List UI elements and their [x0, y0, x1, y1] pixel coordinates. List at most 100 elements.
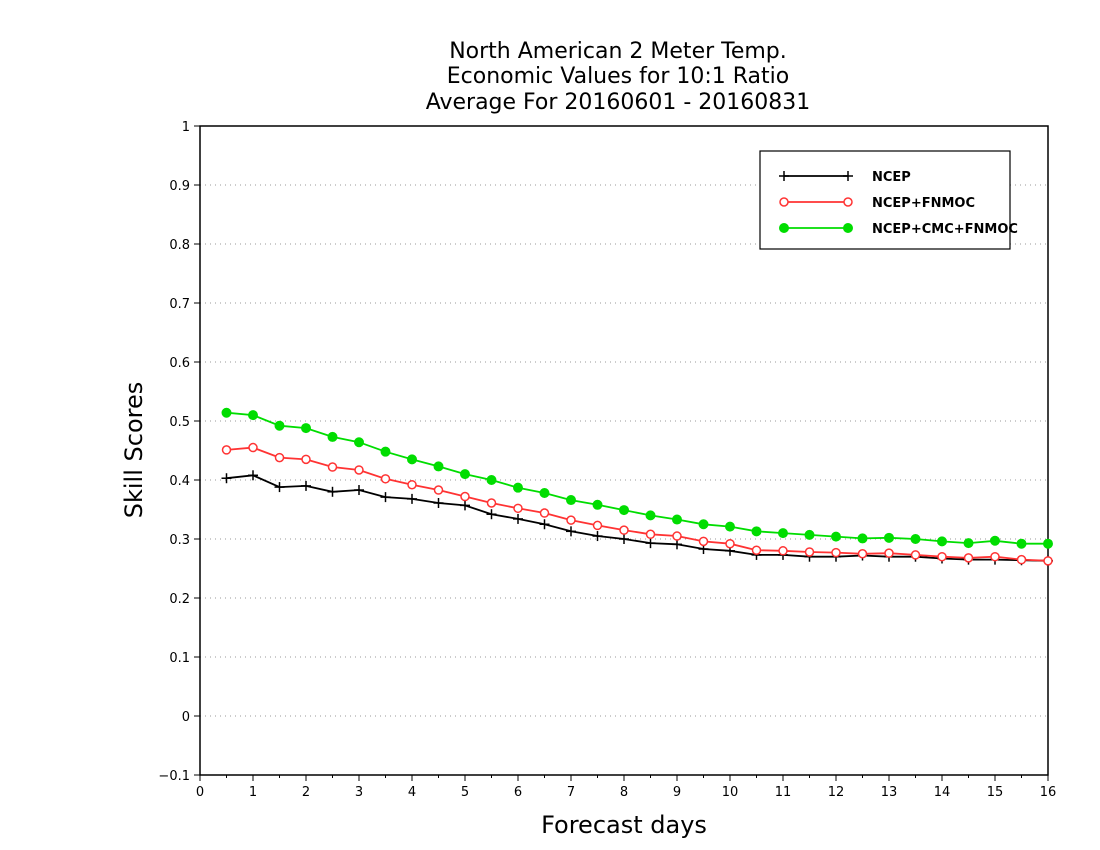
y-tick-label: 0.3 [169, 533, 190, 548]
data-point [619, 525, 629, 535]
data-point [990, 535, 1000, 546]
data-point [779, 197, 789, 207]
data-point [248, 470, 258, 481]
data-series [221, 407, 1053, 566]
data-point [327, 462, 338, 472]
series-ncep-fnmoc [221, 442, 1053, 566]
data-point [566, 515, 576, 525]
title-line-3: Average For 20160601 - 20160831 [426, 90, 811, 115]
data-point [619, 505, 629, 516]
x-axis-title: Forecast days [541, 811, 707, 839]
series-line [226, 446, 1049, 562]
title-line-2: Economic Values for 10:1 Ratio [447, 64, 789, 89]
legend: NCEP NCEP+FNMOC NCEP+CMC+FNMOC [759, 150, 1018, 250]
y-tick-label: 0.5 [169, 415, 190, 430]
data-point [407, 479, 417, 490]
data-point [460, 469, 470, 480]
data-point [963, 553, 974, 563]
data-point [274, 420, 285, 431]
data-point [778, 528, 788, 539]
data-point [248, 410, 258, 421]
x-tick-label: 8 [620, 785, 628, 800]
x-tick-label: 1 [249, 785, 257, 800]
data-point [460, 500, 470, 511]
data-point [1016, 538, 1027, 549]
data-point [804, 529, 815, 540]
data-point [274, 482, 285, 493]
legend-item: NCEP+FNMOC [779, 196, 975, 211]
data-point [592, 499, 603, 510]
legend-label: NCEP+CMC+FNMOC [872, 222, 1018, 237]
x-tick-label: 14 [934, 785, 951, 800]
data-point [301, 454, 311, 465]
grid [200, 184, 1048, 717]
data-point [645, 529, 656, 540]
data-point [857, 533, 868, 544]
data-point [831, 531, 841, 542]
title-line-1: North American 2 Meter Temp. [449, 39, 787, 64]
y-tick-label: −0.1 [158, 769, 190, 784]
data-point [751, 545, 762, 555]
x-tick-label: 3 [355, 785, 363, 800]
data-point [619, 534, 629, 544]
legend-label: NCEP+FNMOC [872, 196, 975, 211]
data-point [672, 514, 682, 525]
data-point [486, 498, 497, 508]
data-point [539, 508, 550, 518]
data-point [274, 452, 285, 463]
x-tick-label: 6 [514, 785, 522, 800]
legend-label: NCEP [872, 170, 911, 185]
x-tick-label: 9 [673, 785, 681, 800]
data-point [1016, 554, 1027, 565]
data-point [672, 531, 682, 541]
data-point [354, 485, 364, 496]
data-point [380, 446, 391, 457]
chart-title: North American 2 Meter Temp. Economic Va… [426, 39, 811, 115]
data-point [725, 521, 735, 532]
data-point [354, 465, 364, 475]
data-point [513, 513, 523, 524]
data-point [963, 538, 974, 549]
x-tick-label: 11 [775, 785, 792, 800]
data-point [843, 171, 853, 181]
data-point [513, 482, 523, 493]
x-tick-label: 4 [408, 785, 416, 800]
data-point [513, 503, 523, 514]
x-tick-label: 10 [722, 785, 739, 800]
data-point [779, 171, 789, 181]
data-point [433, 485, 444, 495]
series-line [226, 474, 1049, 562]
data-point [937, 536, 947, 547]
y-tick-label: 0.7 [169, 297, 190, 312]
x-tick-label: 5 [461, 785, 469, 800]
data-point [592, 531, 603, 542]
data-point [221, 445, 232, 455]
data-point [327, 431, 338, 442]
series-ncep [221, 470, 1053, 566]
data-point [843, 197, 853, 207]
data-point [433, 498, 444, 509]
data-point [407, 454, 417, 465]
y-tick-label: 0.9 [169, 179, 190, 194]
data-point [884, 532, 894, 543]
y-tick-label: 0.1 [169, 651, 190, 666]
data-point [698, 519, 709, 530]
series-line [226, 411, 1048, 545]
y-tick-label: 0 [182, 710, 190, 725]
data-point [248, 442, 258, 453]
data-point [221, 473, 232, 484]
data-point [301, 423, 311, 434]
data-point [884, 548, 894, 558]
legend-item: NCEP+CMC+FNMOC [779, 222, 1018, 237]
x-tick-label: 15 [987, 785, 1004, 800]
data-point [804, 547, 815, 557]
data-point [645, 510, 656, 521]
data-point [1043, 556, 1053, 566]
data-point [354, 437, 364, 448]
data-point [486, 509, 497, 520]
data-point [990, 551, 1000, 562]
axis-ticks: −0.100.10.20.30.40.50.60.70.80.910 1 2 3 4 5 6… [158, 120, 1056, 800]
y-axis-title: Skill Scores [120, 382, 148, 519]
x-tick-label: 13 [881, 785, 898, 800]
